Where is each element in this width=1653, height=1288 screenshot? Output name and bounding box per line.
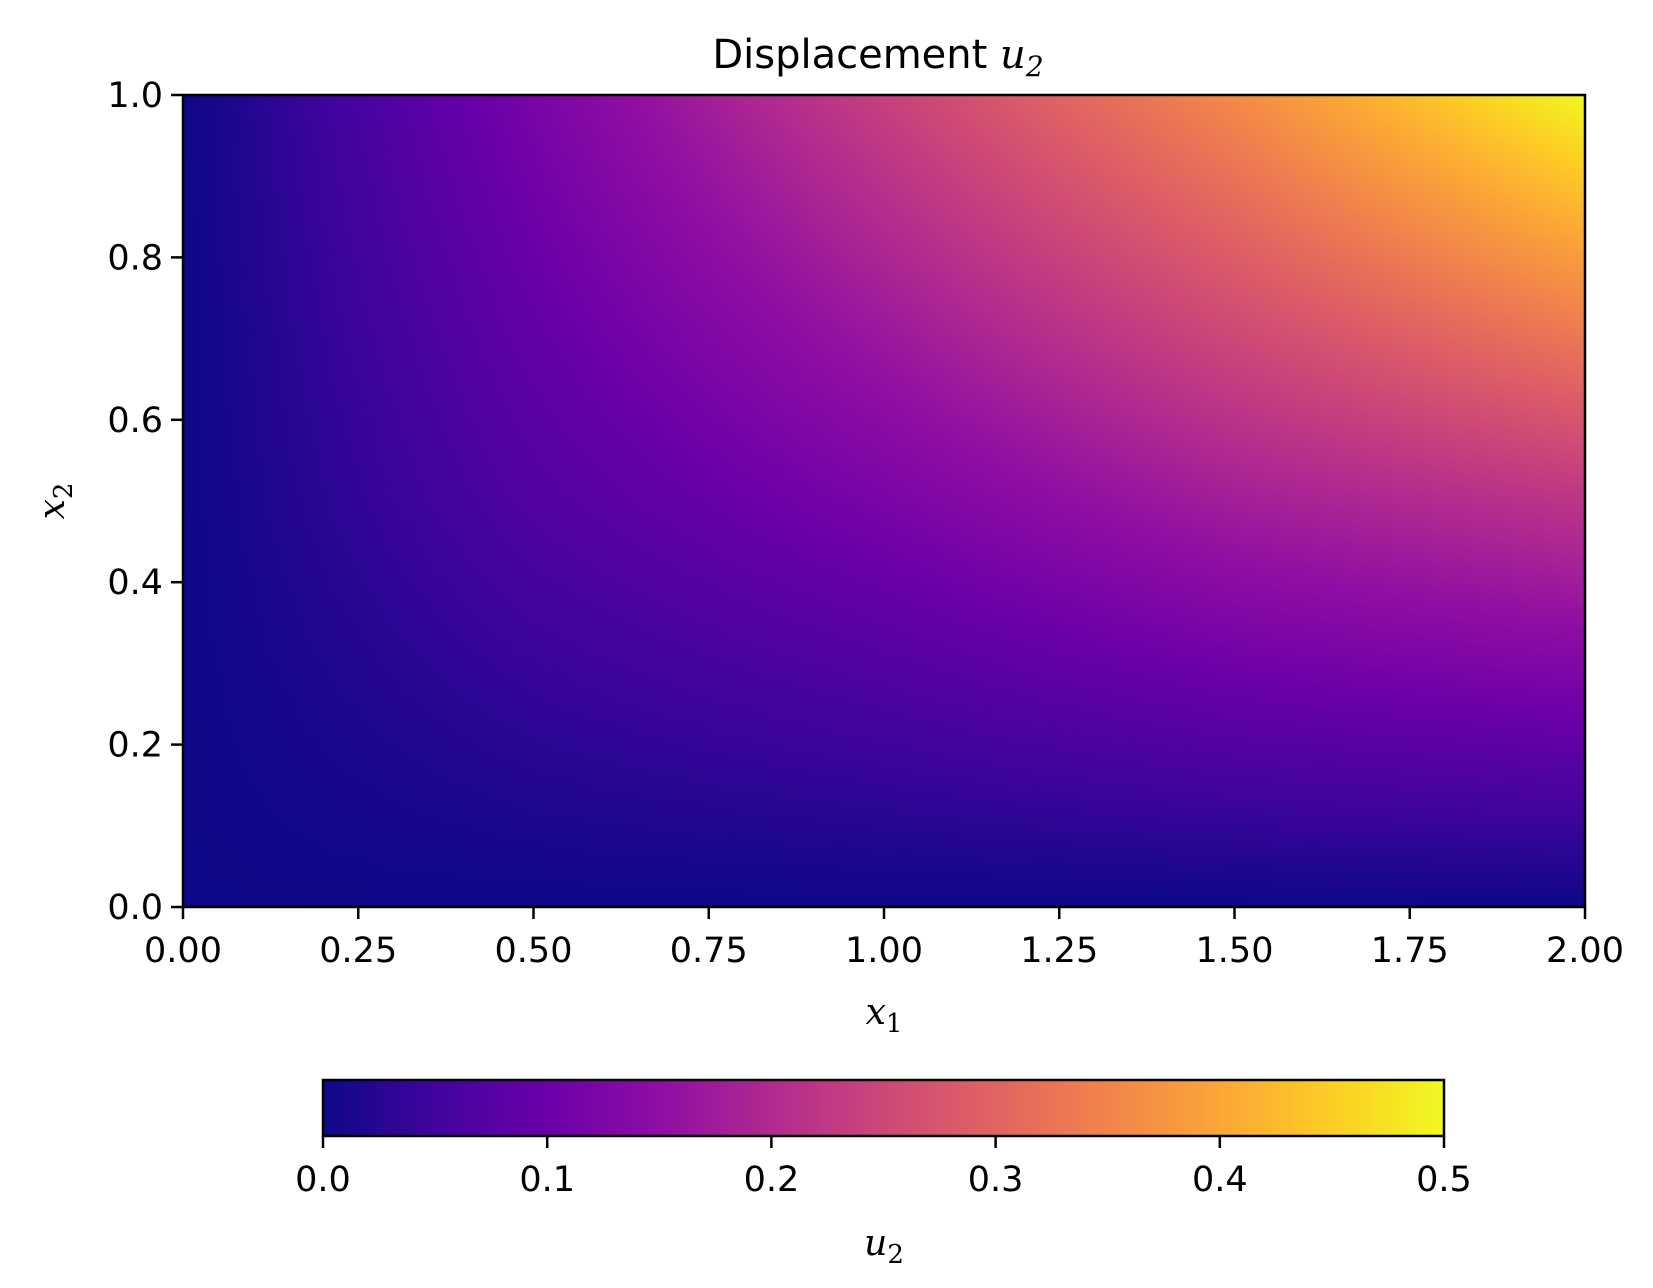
colorbar-frame: [321, 1078, 1446, 1138]
x-tick-label: 2.00: [1546, 931, 1624, 971]
x-tick-label: 1.00: [845, 931, 923, 971]
colorbar-label: u2: [864, 1223, 904, 1270]
colorbar-ticks: 0.0 0.1 0.2 0.3 0.4 0.5: [295, 1136, 1472, 1200]
x-tick-label: 0.00: [144, 931, 222, 971]
x-tick-label: 0.75: [670, 931, 748, 971]
x-tick-label: 0.25: [319, 931, 397, 971]
y-tick-label: 1.0: [107, 76, 163, 116]
title-math-base: u: [1000, 32, 1026, 78]
heatmap-plot: [181, 93, 1587, 909]
x-axis-ticks: 0.00 0.25 0.50 0.75 1.00 1.25 1.50 1.75 2.00: [144, 907, 1624, 971]
colorbar-tick-label: 0.4: [1192, 1160, 1248, 1200]
colorbar-tick-label: 0.3: [968, 1160, 1024, 1200]
x-axis-label: x1: [866, 992, 903, 1039]
y-tick-label: 0.0: [107, 888, 163, 928]
chart-title: Displacement u2: [712, 32, 1043, 83]
x-tick-label: 1.75: [1371, 931, 1449, 971]
x-tick-label: 1.25: [1020, 931, 1098, 971]
colorbar-tick-label: 0.5: [1416, 1160, 1472, 1200]
x-tick-label: 1.50: [1196, 931, 1274, 971]
colorbar: 0.0 0.1 0.2 0.3 0.4 0.5: [295, 1078, 1472, 1200]
x-tick-label: 0.50: [495, 931, 573, 971]
y-axis-label: x2: [32, 483, 79, 520]
title-math-sub: 2: [1025, 50, 1044, 83]
colorbar-tick-label: 0.0: [295, 1160, 351, 1200]
heatmap-image: [183, 95, 1585, 907]
colorbar-tick-label: 0.2: [744, 1160, 800, 1200]
colorbar-gradient: [323, 1080, 1444, 1136]
y-tick-label: 0.4: [107, 563, 163, 603]
y-axis-ticks: 0.0 0.2 0.4 0.6 0.8 1.0: [107, 76, 183, 928]
y-tick-label: 0.8: [107, 238, 163, 278]
y-tick-label: 0.2: [107, 726, 163, 766]
y-tick-label: 0.6: [107, 401, 163, 441]
colorbar-tick-label: 0.1: [519, 1160, 575, 1200]
